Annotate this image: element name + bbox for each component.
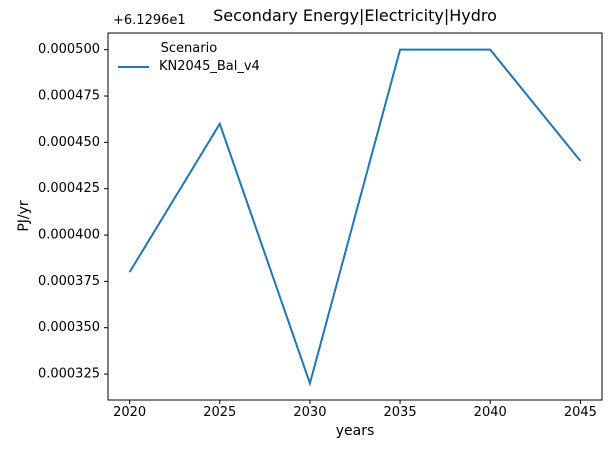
series-line-KN2045_Bal_v4: [128, 48, 582, 387]
legend-entry: KN2045_Bal_v4: [118, 58, 260, 76]
y-tick-label: 0.000400: [38, 228, 100, 243]
y-tick-label: 0.000425: [38, 181, 100, 196]
chart-title: Secondary Energy|Electricity|Hydro: [213, 6, 497, 25]
axes-frame: [107, 32, 603, 401]
y-axis-offset-text: +6.1296e1: [113, 13, 186, 28]
x-tick-label: 2035: [384, 405, 417, 420]
x-tick-label: 2030: [293, 405, 326, 420]
y-tick-label: 0.000350: [38, 320, 100, 335]
legend-title: Scenario: [160, 41, 218, 56]
x-tick-label: 2020: [113, 405, 146, 420]
y-tick-label: 0.000500: [38, 42, 100, 57]
x-tick-label: 2040: [474, 405, 507, 420]
legend: Scenario KN2045_Bal_v4: [118, 40, 260, 76]
x-tick-label: 2045: [564, 405, 597, 420]
legend-line-swatch: [118, 66, 149, 68]
legend-entry-label: KN2045_Bal_v4: [159, 59, 260, 74]
y-tick-label: 0.000475: [38, 89, 100, 104]
x-axis-label: years: [335, 423, 375, 439]
y-tick-label: 0.000375: [38, 274, 100, 289]
y-tick-label: 0.000450: [38, 135, 100, 150]
x-tick-label: 2025: [203, 405, 236, 420]
y-tick-label: 0.000325: [38, 367, 100, 382]
